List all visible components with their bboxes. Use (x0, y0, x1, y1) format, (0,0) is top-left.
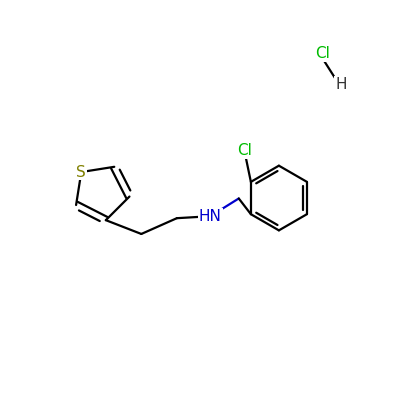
Text: S: S (76, 164, 86, 180)
Text: H: H (335, 77, 346, 92)
Text: Cl: Cl (238, 143, 252, 158)
Text: HN: HN (199, 209, 222, 224)
Text: Cl: Cl (315, 46, 330, 61)
